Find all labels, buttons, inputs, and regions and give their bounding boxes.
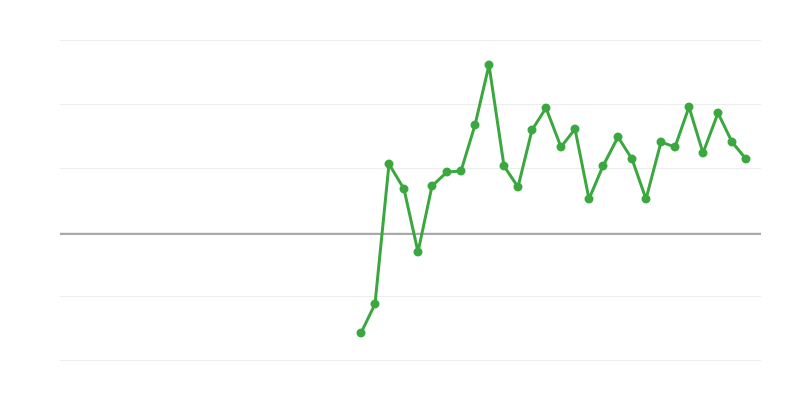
data-point-marker xyxy=(584,194,594,204)
data-point-marker xyxy=(627,154,637,164)
data-point-marker xyxy=(641,194,651,204)
data-point-marker xyxy=(670,142,680,152)
data-point-marker xyxy=(384,159,394,169)
data-point-marker xyxy=(499,161,509,171)
data-point-marker xyxy=(727,137,737,147)
data-point-marker xyxy=(570,124,580,134)
data-point-marker xyxy=(356,328,366,338)
data-point-marker xyxy=(698,148,708,158)
data-point-marker xyxy=(598,161,608,171)
data-point-marker xyxy=(684,102,694,112)
data-point-marker xyxy=(656,137,666,147)
data-point-marker xyxy=(741,154,751,164)
data-point-marker xyxy=(399,184,409,194)
data-point-marker xyxy=(427,181,437,191)
data-point-marker xyxy=(556,142,566,152)
data-point-marker xyxy=(527,125,537,135)
data-point-marker xyxy=(442,167,452,177)
data-point-marker xyxy=(484,60,494,70)
data-point-marker xyxy=(370,299,380,309)
series-path xyxy=(359,63,748,335)
data-point-marker xyxy=(413,247,423,257)
data-point-marker xyxy=(713,108,723,118)
data-point-marker xyxy=(470,120,480,130)
data-point-marker xyxy=(541,103,551,113)
data-point-marker xyxy=(613,132,623,142)
data-point-marker xyxy=(513,182,523,192)
data-point-marker xyxy=(456,166,466,176)
